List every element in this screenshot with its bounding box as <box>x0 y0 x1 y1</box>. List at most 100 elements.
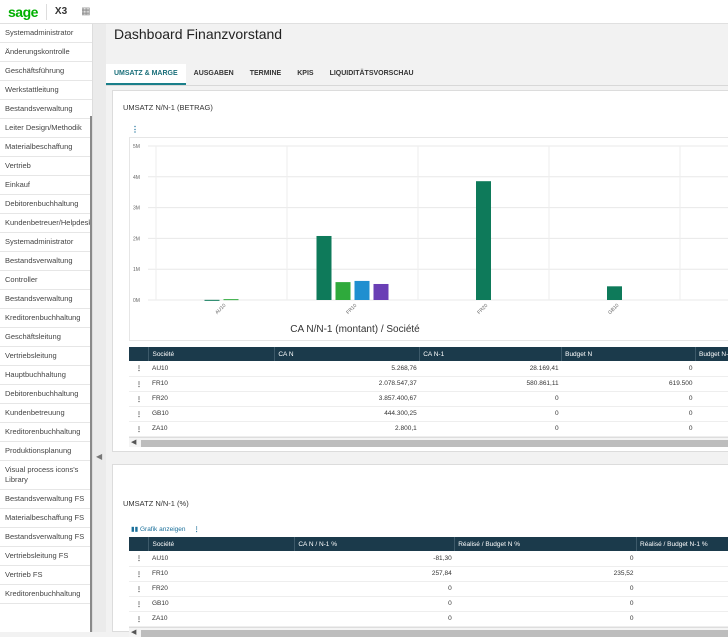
collapse-icon[interactable]: ◀ <box>96 452 103 461</box>
sidebar-item[interactable]: Bestandsverwaltung <box>0 252 92 271</box>
table-row[interactable]: ⋮ AU10 -81,30 0 <box>129 551 728 567</box>
row-menu-icon[interactable]: ⋮ <box>129 581 149 597</box>
tab-2[interactable]: TERMINE <box>249 70 282 77</box>
sidebar-item[interactable]: Vertrieb FS <box>0 566 92 585</box>
bar[interactable] <box>335 282 351 300</box>
bar[interactable] <box>476 181 491 300</box>
sidebar-item[interactable]: Systemadministrator <box>0 24 92 43</box>
sidebar-item[interactable]: Werkstattleitung <box>0 81 92 100</box>
table-cell <box>695 391 728 407</box>
sage-logo[interactable]: sage <box>8 3 38 20</box>
sidebar-item[interactable]: Debitorenbuchhaltung <box>0 195 92 214</box>
sidebar-item[interactable]: Bestandsverwaltung <box>0 290 92 309</box>
bar[interactable] <box>223 299 239 301</box>
table-cell: 5.268,76 <box>274 361 420 377</box>
sidebar-item[interactable]: Kundenbetreuer/Helpdesk <box>0 214 92 233</box>
table-row[interactable]: ⋮ GB10 0 0 <box>129 596 728 612</box>
row-menu-icon[interactable]: ⋮ <box>129 376 149 392</box>
bar[interactable] <box>204 299 220 301</box>
table-cell: 0 <box>419 406 562 422</box>
sidebar-item[interactable]: Kreditorenbuchhaltung <box>0 309 92 328</box>
row-menu-icon[interactable]: ⋮ <box>129 391 149 407</box>
y-tick-label: 2M <box>133 236 140 242</box>
column-header[interactable]: Budget N <box>561 347 696 361</box>
sidebar-item[interactable]: Materialbeschaffung FS <box>0 509 92 528</box>
y-tick-label: 4M <box>133 175 140 181</box>
table-row[interactable]: ⋮ ZA10 2.800,1 0 0 <box>129 421 728 437</box>
row-menu-icon[interactable]: ⋮ <box>129 611 149 627</box>
sidebar-item[interactable]: Produktionsplanung <box>0 442 92 461</box>
sidebar-item[interactable]: Visual process icons's Library <box>0 461 92 490</box>
table-scrollbar[interactable]: ◀ <box>129 627 728 637</box>
sidebar-item[interactable]: Hauptbuchhaltung <box>0 366 92 385</box>
table-cell <box>636 611 728 627</box>
table-row[interactable]: ⋮ GB10 444.300,25 0 0 <box>129 406 728 422</box>
bar[interactable] <box>373 283 389 300</box>
row-menu-icon[interactable]: ⋮ <box>129 421 149 437</box>
column-header[interactable]: CA N / N-1 % <box>294 537 456 551</box>
sidebar-item[interactable]: Controller <box>0 271 92 290</box>
row-menu-icon[interactable]: ⋮ <box>129 596 149 612</box>
table-cell: GB10 <box>148 406 275 422</box>
sidebar-item[interactable]: Bestandsverwaltung FS <box>0 528 92 547</box>
show-chart-link[interactable]: ▮▮ Grafik anzeigen ⋮ <box>131 525 200 533</box>
sidebar-item[interactable]: Bestandsverwaltung FS <box>0 490 92 509</box>
column-header[interactable]: Réalisé / Budget N-1 % <box>636 537 728 551</box>
sidebar-item[interactable]: Vertriebsleitung <box>0 347 92 366</box>
tab-1[interactable]: AUSGABEN <box>193 70 234 77</box>
table-row[interactable]: ⋮ FR10 257,84 235,52 <box>129 566 728 582</box>
sidebar-item[interactable]: Änderungskontrolle <box>0 43 92 62</box>
bar[interactable] <box>354 280 370 300</box>
bar[interactable] <box>316 235 332 300</box>
sidebar-item[interactable]: Vertrieb <box>0 157 92 176</box>
table-menu-icon[interactable]: ⋮ <box>193 526 200 533</box>
y-tick-label: 1M <box>133 267 140 273</box>
column-header[interactable]: CA N-1 <box>419 347 563 361</box>
tab-4[interactable]: LIQUIDITÄTSVORSCHAU <box>329 70 414 77</box>
sidebar-item[interactable]: Leiter Design/Methodik <box>0 119 92 138</box>
sidebar-scrollbar[interactable] <box>90 116 93 632</box>
row-menu-icon[interactable]: ⋮ <box>129 361 149 377</box>
tab-0[interactable]: UMSATZ & MARGE <box>106 64 186 85</box>
sidebar-item[interactable]: Kreditorenbuchhaltung <box>0 585 92 604</box>
sidebar-item[interactable]: Kundenbetreuung <box>0 404 92 423</box>
table-scrollbar[interactable]: ◀ <box>129 437 728 447</box>
sidebar-item[interactable]: Systemadministrator <box>0 233 92 252</box>
row-menu-icon[interactable]: ⋮ <box>129 551 149 567</box>
sidebar-item[interactable]: Vertriebsleitung FS <box>0 547 92 566</box>
page-title: Dashboard Finanzvorstand <box>114 26 283 42</box>
table-row[interactable]: ⋮ FR20 3.857.400,67 0 0 <box>129 391 728 407</box>
amount-table: Société CA N CA N-1 Budget N Budget N- ⋮ AU10 5… <box>129 347 728 437</box>
sidebar-item[interactable]: Materialbeschaffung <box>0 138 92 157</box>
column-header[interactable]: Société <box>148 347 276 361</box>
table-row[interactable]: ⋮ FR10 2.078.547,37 580.861,11 619.500 <box>129 376 728 392</box>
x-tick-label: GB10 <box>607 303 620 316</box>
x-tick-label: AU10 <box>214 303 227 316</box>
calendar-icon[interactable]: ▦ <box>81 6 91 17</box>
sidebar-item[interactable]: Geschäftsleitung <box>0 328 92 347</box>
bar[interactable] <box>607 286 622 300</box>
bar-chart: 0M1M2M3M4M5MAU10FR10FR20GB10ZA10 <box>133 144 728 316</box>
y-tick-label: 0M <box>133 298 140 304</box>
sidebar-item[interactable]: Kreditorenbuchhaltung <box>0 423 92 442</box>
table-cell: 28.169,41 <box>419 361 562 377</box>
table-row[interactable]: ⋮ AU10 5.268,76 28.169,41 0 <box>129 361 728 377</box>
row-menu-icon[interactable]: ⋮ <box>129 566 149 582</box>
table-row[interactable]: ⋮ ZA10 0 0 <box>129 611 728 627</box>
table-cell: 0 <box>561 421 696 437</box>
row-menu-icon[interactable]: ⋮ <box>129 406 149 422</box>
sidebar-item[interactable]: Bestandsverwaltung <box>0 100 92 119</box>
column-header[interactable]: Budget N- <box>695 347 728 361</box>
tab-3[interactable]: KPIS <box>297 70 314 77</box>
column-header[interactable]: CA N <box>274 347 421 361</box>
sidebar-item[interactable]: Geschäftsführung <box>0 62 92 81</box>
table-cell: ZA10 <box>148 421 275 437</box>
table-row[interactable]: ⋮ FR20 0 0 <box>129 581 728 597</box>
sidebar-item[interactable]: Einkauf <box>0 176 92 195</box>
sidebar: Systemadministrator Änderungskontrolle Ges… <box>0 24 92 632</box>
sidebar-item[interactable]: Debitorenbuchhaltung <box>0 385 92 404</box>
table-cell <box>636 551 728 567</box>
column-header[interactable]: Réalisé / Budget N % <box>454 537 638 551</box>
chart-menu-icon[interactable]: ⋮ <box>131 125 139 134</box>
column-header[interactable]: Société <box>148 537 296 551</box>
